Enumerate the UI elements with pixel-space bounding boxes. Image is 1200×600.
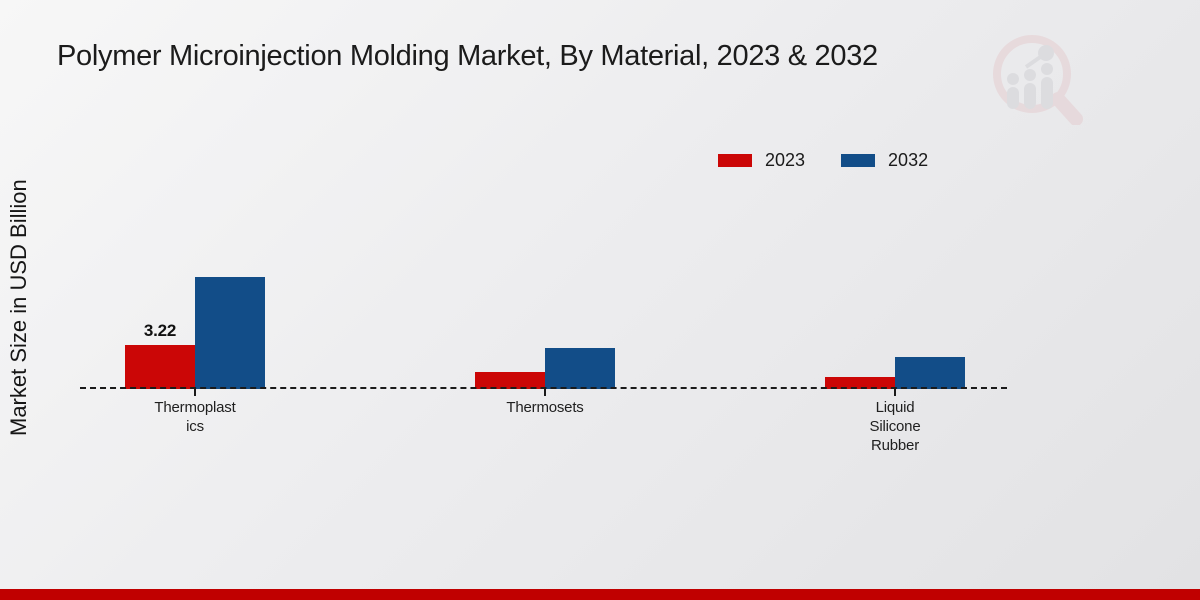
bar-2023-thermosets xyxy=(475,372,545,389)
bar-2032-thermoplastics xyxy=(195,277,265,389)
x-axis-category-label: Liquid Silicone Rubber xyxy=(869,399,921,454)
legend-label: 2032 xyxy=(888,150,929,170)
bar-2032-liquid-silicone-rubber xyxy=(895,357,965,389)
x-axis-baseline xyxy=(80,387,1007,389)
person-head-icon xyxy=(1007,73,1019,85)
logo-svg xyxy=(993,35,1083,126)
legend-swatch xyxy=(841,154,876,167)
person-head-icon xyxy=(1024,69,1036,81)
bar-icon xyxy=(1041,77,1053,109)
footer-strip xyxy=(0,589,1200,600)
bar-icon xyxy=(1007,87,1019,109)
x-axis-tick xyxy=(544,389,546,396)
bar-icon xyxy=(1024,83,1036,109)
y-axis-label: Market Size in USD Billion xyxy=(6,179,31,436)
x-axis-tick xyxy=(894,389,896,396)
bar-value-label: 3.22 xyxy=(143,321,177,340)
trend-dot-icon xyxy=(1038,45,1054,61)
magnifier-handle-icon xyxy=(1051,92,1083,126)
legend-swatch xyxy=(718,154,752,167)
x-axis-tick xyxy=(194,389,196,396)
legend-item-2023: 2023 xyxy=(718,150,805,171)
chart-title: Polymer Microinjection Molding Market, B… xyxy=(57,40,878,72)
person-head-icon xyxy=(1041,63,1053,75)
legend-label: 2023 xyxy=(765,150,806,170)
x-axis-category-label: Thermosets xyxy=(506,399,584,416)
magnifier-bar-chart-logo xyxy=(988,33,1084,130)
legend: 2023 2032 xyxy=(718,150,928,171)
bar-2032-thermosets xyxy=(545,348,615,389)
bar-2023-liquid-silicone-rubber xyxy=(825,377,895,389)
x-axis-category-label: Thermoplast ics xyxy=(154,399,236,435)
bar-2023-thermoplastics xyxy=(125,345,195,389)
legend-item-2032: 2032 xyxy=(841,150,928,171)
magnifier-lens-icon xyxy=(993,35,1071,113)
